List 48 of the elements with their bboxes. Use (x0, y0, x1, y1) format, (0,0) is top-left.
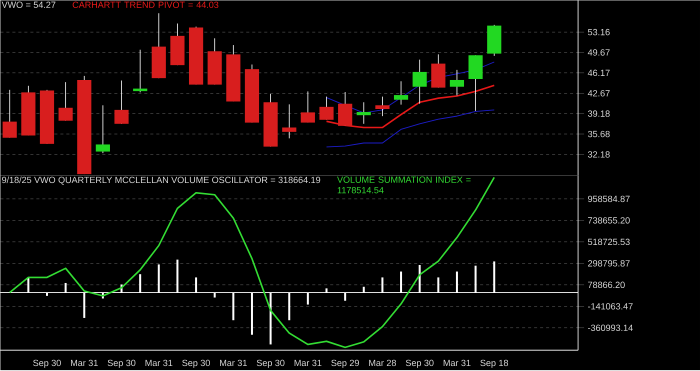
candlestick (282, 104, 296, 139)
y-tick-label: 298795.87 (588, 260, 630, 266)
line-series (326, 84, 496, 128)
candlestick (468, 54, 483, 112)
series-label: VOLUME SUMMATION INDEX = 1178514.54 (337, 176, 471, 194)
chart-title: 9/18/25 VWO QUARTERLY MCCLELLAN VOLUME OSCILLATOR = 318664.19 (2, 176, 320, 185)
line-series (326, 109, 495, 148)
y-tick-label: 518725.53 (588, 238, 630, 245)
candlestick (375, 96, 390, 116)
candlestick (133, 49, 148, 93)
x-tick-label: Sep 30 (108, 360, 136, 368)
candlestick (300, 90, 315, 123)
x-tick-label: Sep 29 (331, 360, 359, 368)
y-tick-label: 39.18 (588, 110, 610, 117)
y-tick-label: 46.17 (588, 70, 610, 76)
candlestick (2, 89, 17, 138)
x-tick-label: Sep 30 (33, 360, 61, 368)
y-tick-label: 958584.87 (588, 196, 630, 202)
candlestick (96, 104, 110, 154)
y-tick-label: -141063.47 (588, 303, 633, 310)
candlestick (58, 82, 73, 122)
candlestick (114, 80, 129, 124)
y-tick-label: 32.18 (588, 151, 610, 158)
x-tick-label: Sep 18 (480, 360, 508, 368)
chart-title: VWO = 54.27 (2, 2, 56, 8)
x-tick-label: Mar 31 (220, 360, 247, 366)
candlestick (356, 102, 371, 124)
y-tick-label: 738655.20 (588, 217, 630, 224)
x-tick-label: Sep 30 (256, 360, 284, 368)
x-tick-label: Sep 30 (182, 360, 210, 368)
x-tick-label: Sep 30 (406, 360, 434, 368)
x-tick-label: Mar 31 (71, 360, 98, 366)
x-tick-label: Mar 31 (444, 360, 470, 366)
candlestick (412, 59, 427, 104)
y-tick-label: 53.16 (588, 28, 610, 36)
x-tick-label: Mar 31 (146, 360, 172, 366)
y-tick-label: 35.68 (588, 130, 610, 138)
y-tick-label: 78866.20 (588, 282, 625, 288)
candlestick (394, 80, 408, 105)
candlestick (319, 96, 334, 120)
text: CARHARTT TREND PIVOT = 44.03 (72, 2, 218, 8)
candlestick (338, 92, 352, 126)
y-tick-label: 42.67 (588, 90, 610, 96)
y-tick-label: 49.67 (588, 49, 610, 56)
x-tick-label: Mar 31 (294, 360, 322, 366)
y-tick-label: -360993.14 (588, 324, 633, 331)
x-tick-label: Mar 28 (369, 360, 396, 366)
candlestick (450, 69, 464, 96)
